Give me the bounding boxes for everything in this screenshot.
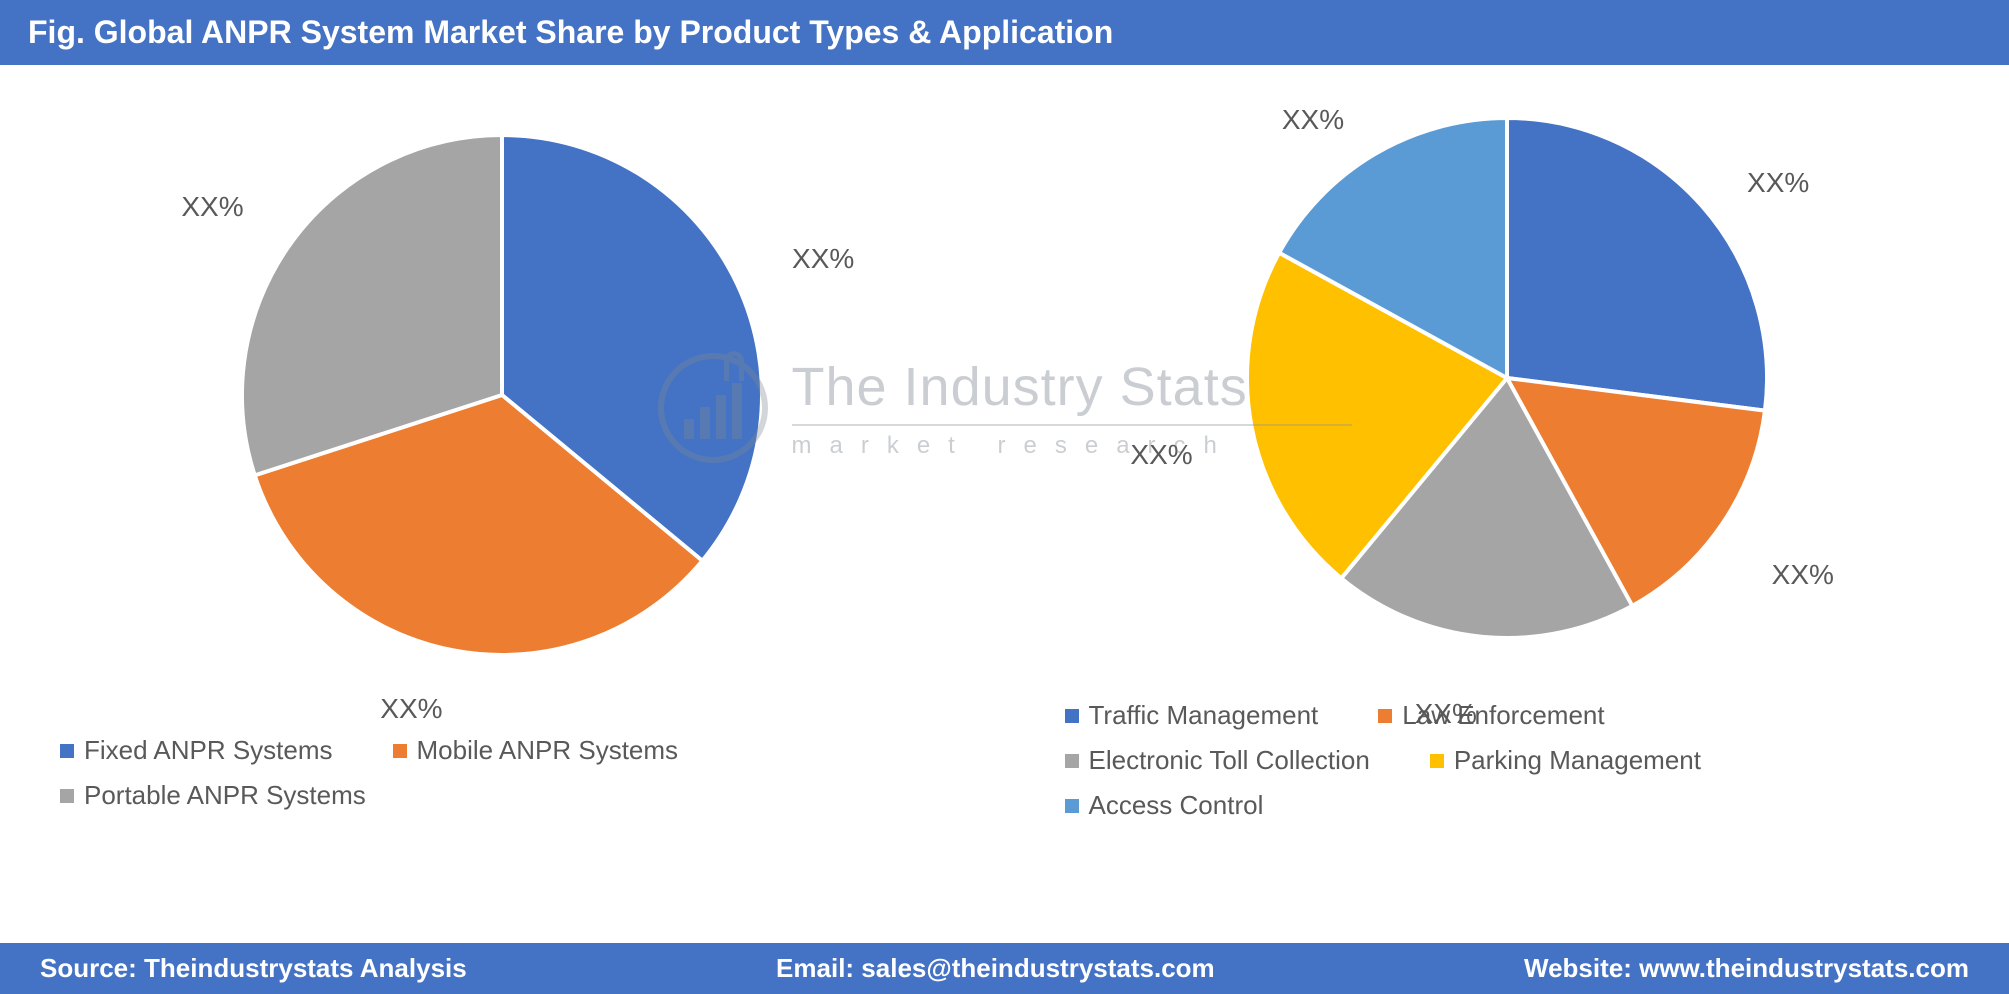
right-legend-item-0: Traffic Management: [1065, 700, 1319, 731]
left-legend-item-0: Fixed ANPR Systems: [60, 735, 333, 766]
right-chart-panel: XX% XX% XX% XX% XX% Traffic Management Law En…: [1005, 65, 2009, 845]
right-legend-item-3: Parking Management: [1430, 745, 1701, 776]
legend-label: Fixed ANPR Systems: [84, 735, 333, 766]
footer-website: Website: www.theindustrystats.com: [1524, 953, 1969, 984]
right-slice-label-0: XX%: [1747, 167, 1809, 199]
right-legend-item-4: Access Control: [1065, 790, 1264, 821]
legend-label: Parking Management: [1454, 745, 1701, 776]
footer-email: Email: sales@theindustrystats.com: [776, 953, 1215, 984]
legend-swatch: [1065, 709, 1079, 723]
chart-title: Fig. Global ANPR System Market Share by …: [28, 14, 1113, 50]
legend-swatch: [1378, 709, 1392, 723]
legend-swatch: [60, 789, 74, 803]
footer-source: Source: Theindustrystats Analysis: [40, 953, 467, 984]
right-legend: Traffic Management Law Enforcement Electro…: [1005, 690, 2009, 845]
left-slice-label-2: XX%: [181, 191, 243, 223]
right-pie: [1237, 108, 1777, 648]
left-pie: [232, 125, 772, 665]
left-chart-panel: XX% XX% XX% Fixed ANPR Systems Mobile ANPR …: [0, 65, 1005, 845]
legend-swatch: [1430, 754, 1444, 768]
legend-label: Mobile ANPR Systems: [417, 735, 679, 766]
left-slice-label-1: XX%: [380, 693, 442, 725]
legend-swatch: [393, 744, 407, 758]
chart-area: XX% XX% XX% Fixed ANPR Systems Mobile ANPR …: [0, 65, 2009, 845]
right-pie-wrap: XX%XX%XX%XX%XX%: [1005, 65, 2009, 690]
left-slice-label-0: XX%: [792, 243, 854, 275]
right-slice-label-2: XX%: [1415, 698, 1477, 730]
right-slice-label-3: XX%: [1130, 439, 1192, 471]
right-slice-label-4: XX%: [1282, 104, 1344, 136]
legend-label: Traffic Management: [1089, 700, 1319, 731]
legend-swatch: [1065, 799, 1079, 813]
right-legend-item-1: Law Enforcement: [1378, 700, 1604, 731]
left-legend-item-1: Mobile ANPR Systems: [393, 735, 679, 766]
legend-swatch: [1065, 754, 1079, 768]
right-slice-label-1: XX%: [1772, 559, 1834, 591]
right-legend-item-2: Electronic Toll Collection: [1065, 745, 1370, 776]
left-legend: Fixed ANPR Systems Mobile ANPR Systems Por…: [0, 725, 1005, 845]
left-legend-item-2: Portable ANPR Systems: [60, 780, 366, 811]
footer-bar: Source: Theindustrystats Analysis Email:…: [0, 943, 2009, 994]
legend-swatch: [60, 744, 74, 758]
legend-label: Electronic Toll Collection: [1089, 745, 1370, 776]
right-slice-0: [1507, 118, 1767, 411]
legend-label: Portable ANPR Systems: [84, 780, 366, 811]
left-pie-wrap: XX% XX% XX%: [0, 65, 1005, 725]
legend-label: Access Control: [1089, 790, 1264, 821]
chart-title-bar: Fig. Global ANPR System Market Share by …: [0, 0, 2009, 65]
